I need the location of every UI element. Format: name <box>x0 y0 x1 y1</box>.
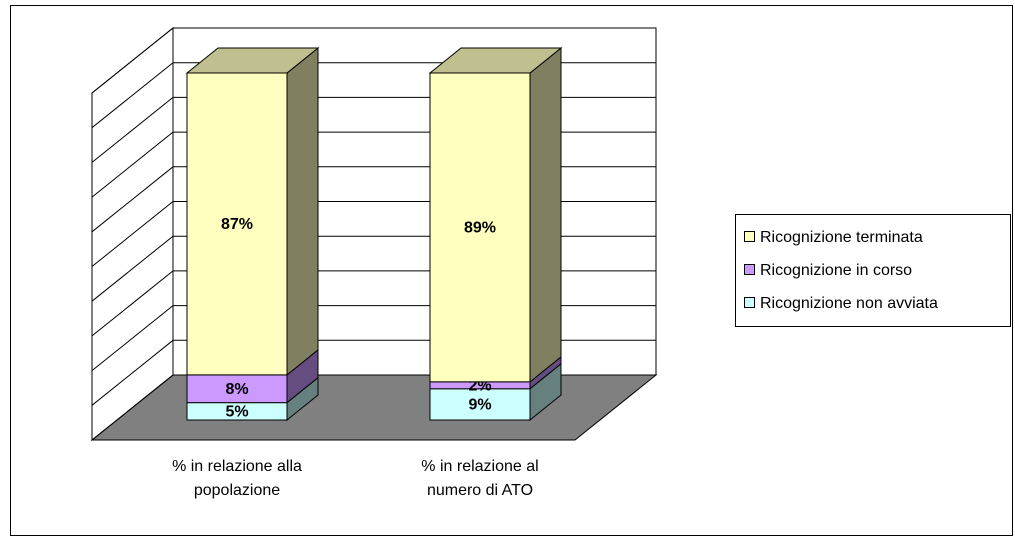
bar-side <box>286 46 319 376</box>
bar-segment <box>186 348 319 404</box>
legend-swatch <box>744 231 755 242</box>
bar-segment <box>186 376 319 422</box>
bar-front <box>186 72 288 376</box>
bar-segment <box>428 46 563 383</box>
legend-label: Ricognizione terminata <box>760 229 923 246</box>
bar-segment <box>185 46 320 376</box>
legend-box <box>735 214 1011 327</box>
legend-label: Ricognizione in corso <box>760 262 912 279</box>
bar-front <box>429 72 531 383</box>
data-label: 8% <box>225 381 248 398</box>
data-label: 87% <box>221 216 253 233</box>
bar-side <box>529 46 562 383</box>
legend-swatch <box>744 264 755 275</box>
bar-front <box>429 388 531 421</box>
legend-swatch <box>744 297 755 308</box>
data-label: 89% <box>464 220 496 237</box>
data-label: 9% <box>468 397 491 414</box>
x-tick-label: % in relazione al numero di ATO <box>421 458 539 499</box>
grid-line <box>91 27 656 94</box>
legend-label: Ricognizione non avviata <box>760 295 938 312</box>
bar-front <box>186 374 288 404</box>
floor <box>90 374 658 441</box>
bar-segment <box>429 362 562 422</box>
x-tick-label: % in relazione alla popolazione <box>172 458 302 499</box>
data-label: 5% <box>225 404 248 421</box>
